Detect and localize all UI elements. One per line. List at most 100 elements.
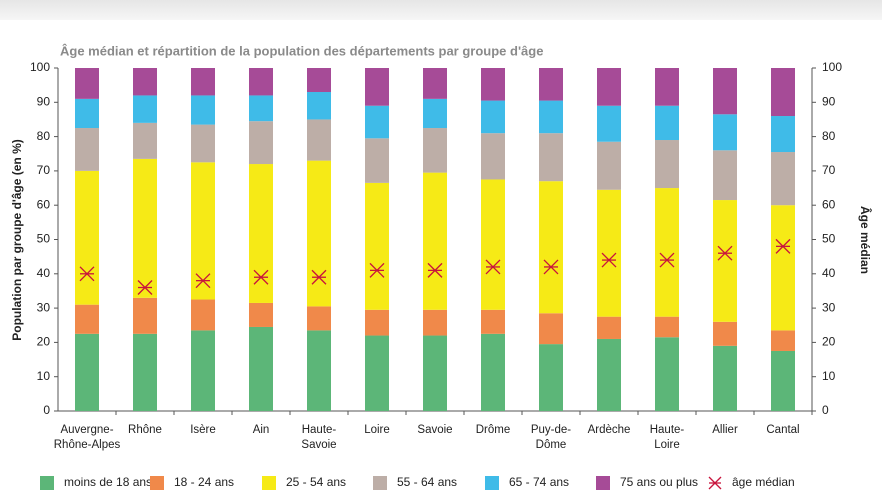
legend-swatch [485,476,499,490]
y-tick-label: 90 [37,94,51,108]
x-tick-label: Loire [364,424,390,436]
x-tick-label: Isère [190,424,216,436]
bar-segment [249,121,273,165]
bar-segment [75,98,99,129]
bar-segment [597,316,621,339]
bar-segment [481,309,505,334]
legend-swatch [262,476,276,490]
bar-segment [539,313,563,345]
legend-label: 18 - 24 ans [174,475,234,489]
bar-segment [655,140,679,189]
bar-segment [307,92,331,120]
bar-segment [191,162,215,300]
median-marker [543,259,559,275]
bar-segment [423,98,447,129]
bar-segment [481,133,505,180]
y-tick-label: 10 [37,369,51,383]
x-tick-label: Cantal [766,424,800,436]
bar-segment [365,105,389,139]
bar-segment [597,141,621,190]
x-tick-label: Drôme [475,424,511,436]
bar-segment [75,170,99,305]
median-marker [775,238,791,254]
y2-tick-label: 60 [822,197,836,211]
bar-segment [249,95,273,122]
legend-swatch [150,476,164,490]
bar-segment [365,335,389,411]
y-tick-label: 70 [37,163,51,177]
legend-label: âge médian [732,475,795,489]
x-tick-label: Savoie [417,424,453,436]
y-tick-label: 30 [37,300,51,314]
y2-tick-label: 30 [822,300,836,314]
x-tick-label: Haute- Loire [649,424,685,451]
bar-segment [133,95,157,123]
bar-segment [597,338,621,411]
median-marker [708,476,722,490]
bar-segment [423,309,447,336]
x-tick-label: Ain [252,424,270,436]
y-tick-label: 60 [37,197,51,211]
y-axis-title: Population par groupe d'âge (en %) [10,139,24,341]
bar-segment [307,160,331,307]
y2-tick-label: 70 [822,163,836,177]
legend-swatch [596,476,610,490]
bar-segment [713,321,737,346]
bar-segment [75,304,99,334]
bar-segment [539,344,563,411]
legend-label: 55 - 64 ans [397,475,457,489]
bar-segment [539,100,563,134]
x-tick-label: Auvergne- Rhône-Alpes [53,424,121,451]
x-tick-label: Haute- Savoie [301,424,337,451]
median-marker [369,262,385,278]
bar-segment [133,122,157,159]
median-marker [717,245,733,261]
median-marker [311,269,327,285]
bar-segment [597,105,621,142]
bar-segment [191,95,215,125]
legend-swatch [373,476,387,490]
bar-segment [597,189,621,317]
bar-segment [771,68,795,117]
y2-tick-label: 50 [822,232,836,246]
bar-segment [307,306,331,331]
bar-segment [771,152,795,206]
x-tick-label: Ardèche [587,424,631,436]
median-marker [137,280,153,295]
bar-segment [191,68,215,96]
bar-segment [249,68,273,96]
median-marker [427,262,443,278]
median-marker [601,252,617,268]
bar-segment [771,330,795,351]
bar-segment [481,68,505,101]
y-tick-label: 50 [37,232,51,246]
legend-swatch [40,476,54,490]
top-band [0,0,882,20]
bar-segment [539,133,563,182]
x-tick-label: Puy-de- Dôme [530,424,572,451]
bar-segment [365,68,389,106]
bar-segment [655,316,679,338]
legend-label: 75 ans ou plus [620,475,698,489]
bar-segment [191,330,215,411]
y2-tick-label: 100 [822,60,842,74]
legend-label: 25 - 54 ans [286,475,346,489]
bar-segment [133,158,157,298]
x-tick-label: Allier [712,424,738,436]
bar-segment [133,68,157,96]
bar-segment [423,335,447,411]
bar-segment [771,350,795,411]
bar-segment [307,119,331,161]
y-tick-label: 100 [30,60,50,74]
bar-segment [713,114,737,151]
bar-segment [191,124,215,163]
bar-segment [249,164,273,303]
bar-segment [423,172,447,310]
bar-segment [423,128,447,173]
bar-segment [365,309,389,336]
x-tick-label: Rhône [128,424,162,436]
y2-tick-label: 0 [822,403,829,417]
bar-segment [771,205,795,331]
bar-segment [75,128,99,171]
